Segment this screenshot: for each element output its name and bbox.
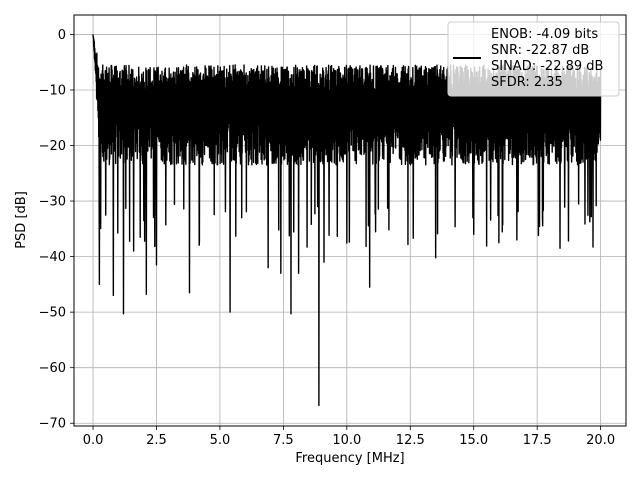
legend-snr: SNR: -22.87 dB bbox=[491, 43, 589, 58]
y-axis-label: PSD [dB] bbox=[14, 191, 29, 249]
x-tick-label: 17.5 bbox=[523, 433, 552, 448]
x-tick-label: 12.5 bbox=[396, 433, 425, 448]
x-tick-label: 0.0 bbox=[83, 433, 104, 448]
x-tick-label: 2.5 bbox=[146, 433, 167, 448]
legend: ENOB: -4.09 bits SNR: -22.87 dB SINAD: -… bbox=[447, 21, 620, 97]
x-tick-label: 20.0 bbox=[586, 433, 615, 448]
legend-enob: ENOB: -4.09 bits bbox=[491, 27, 598, 42]
legend-box bbox=[447, 21, 620, 97]
axis-ticks: 0.0 2.5 5.0 7.5 10.0 12.5 15.0 17.5 20.0 0 −10 −20 −… bbox=[39, 28, 616, 448]
y-tick-label: −10 bbox=[39, 83, 66, 98]
y-tick-label: −20 bbox=[39, 139, 66, 154]
y-tick-label: −60 bbox=[39, 361, 66, 376]
legend-sinad: SINAD: -22.89 dB bbox=[491, 59, 603, 74]
y-tick-label: 0 bbox=[58, 28, 66, 43]
x-tick-label: 5.0 bbox=[210, 433, 231, 448]
y-tick-label: −70 bbox=[39, 417, 66, 432]
x-tick-label: 10.0 bbox=[332, 433, 361, 448]
y-tick-label: −50 bbox=[39, 306, 66, 321]
x-tick-label: 15.0 bbox=[459, 433, 488, 448]
legend-sfdr: SFDR: 2.35 bbox=[491, 75, 563, 90]
plot-frame bbox=[73, 14, 627, 427]
y-tick-label: −40 bbox=[39, 250, 66, 265]
x-axis-label: Frequency [MHz] bbox=[295, 451, 404, 466]
y-tick-label: −30 bbox=[39, 195, 66, 210]
x-tick-label: 7.5 bbox=[273, 433, 294, 448]
